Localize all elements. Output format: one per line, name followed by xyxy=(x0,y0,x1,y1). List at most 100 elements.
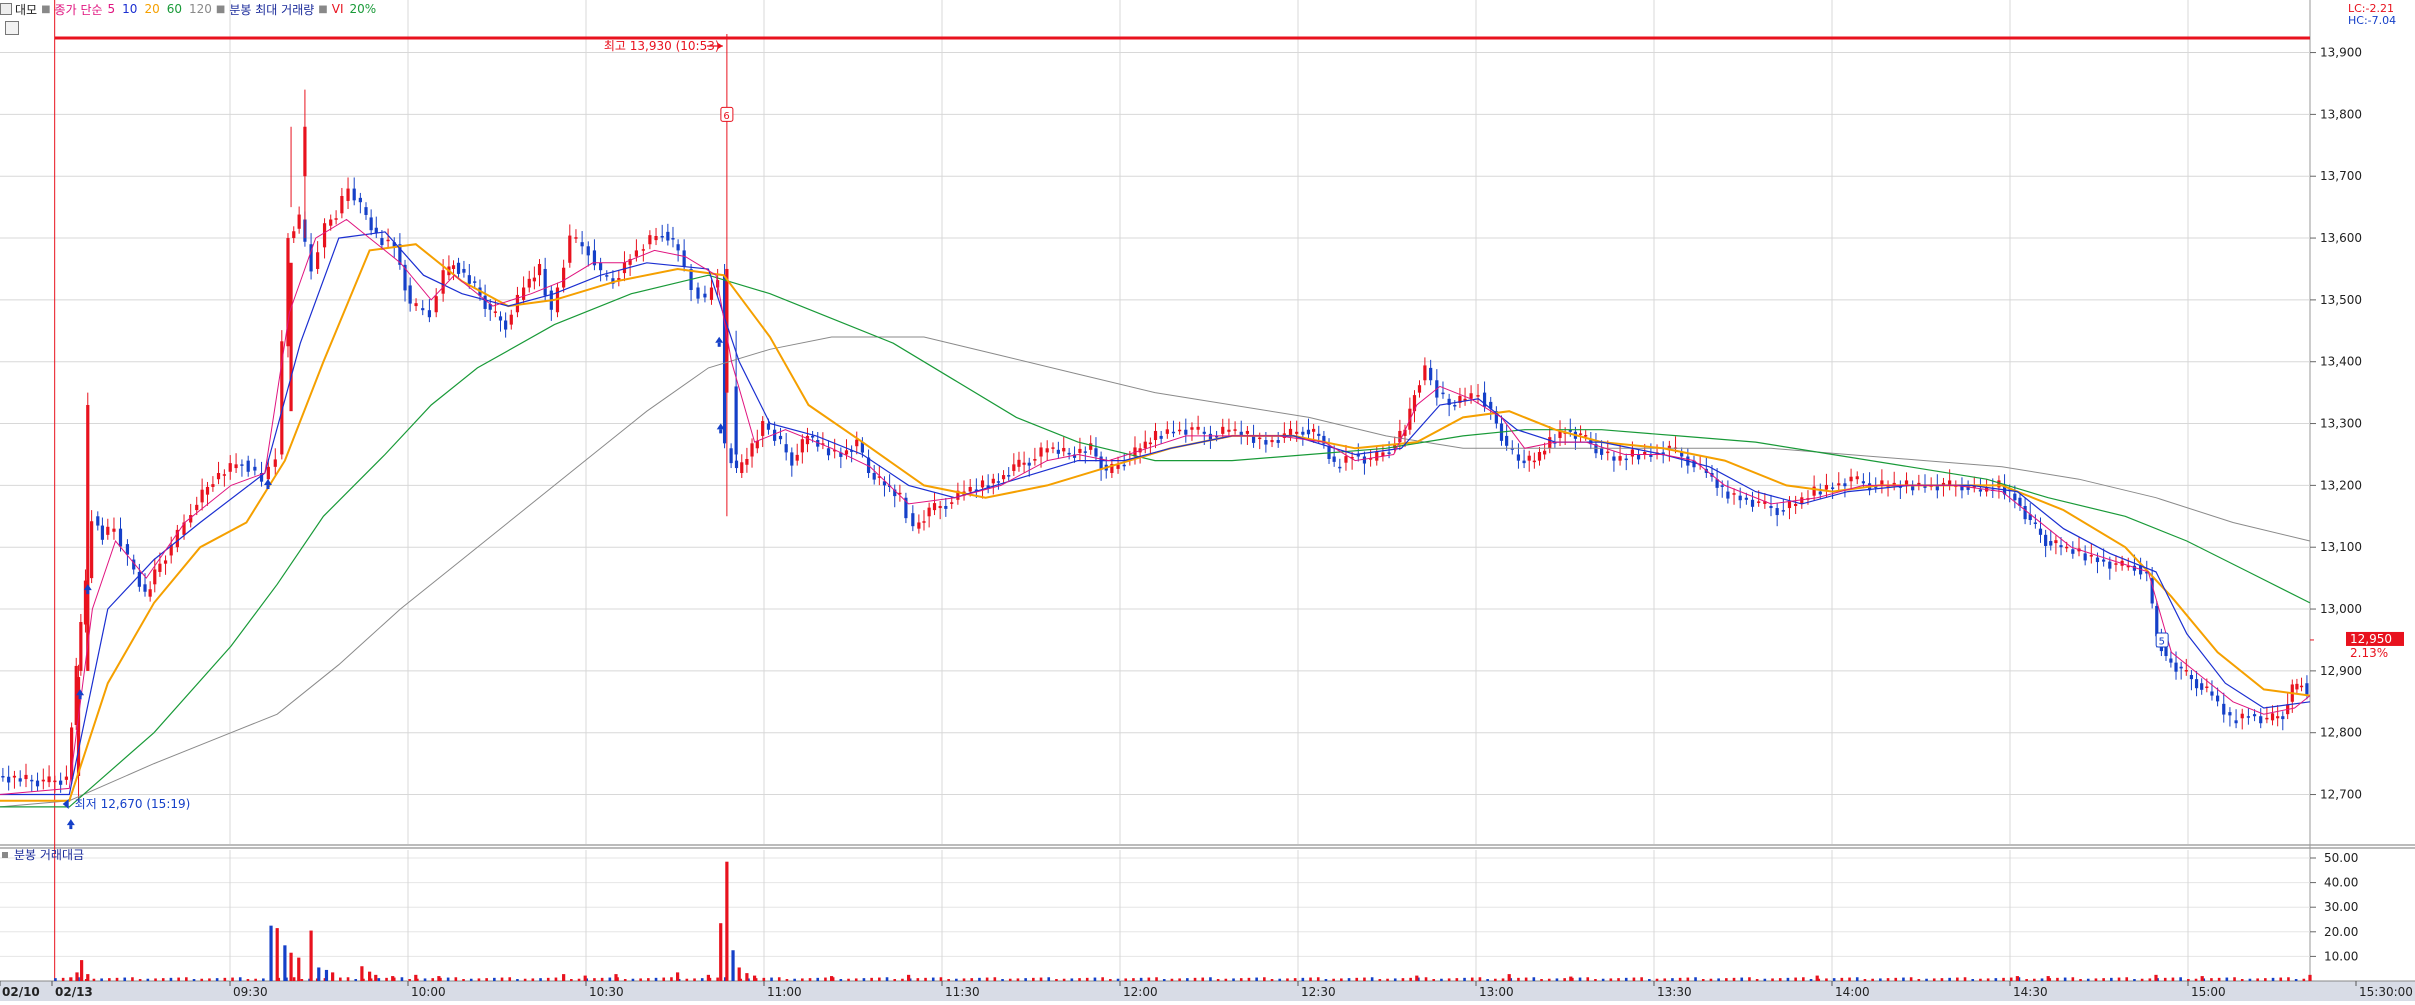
candle-body xyxy=(2023,505,2027,520)
candle-body xyxy=(1276,440,1280,443)
candle-body xyxy=(839,452,843,457)
candle-body xyxy=(568,235,572,263)
candle-body xyxy=(1510,448,1514,450)
candle-body xyxy=(592,250,597,266)
time-tick-label: 14:00 xyxy=(1835,985,1870,999)
candle-body xyxy=(1122,464,1126,467)
vi-marker-box xyxy=(720,106,734,122)
candle-body xyxy=(1618,456,1622,461)
volume-bar xyxy=(2033,978,2036,981)
candle-body xyxy=(1568,429,1572,432)
candle-body xyxy=(537,264,542,276)
candle-body xyxy=(451,265,456,269)
candle-body xyxy=(1680,452,1684,457)
candle-body xyxy=(1165,429,1169,434)
candle-body xyxy=(2184,670,2188,672)
time-tick-label: 02/10 xyxy=(2,985,40,999)
volume-bar xyxy=(1378,979,1382,981)
volume-title[interactable]: 분봉 거래대금 xyxy=(14,848,85,862)
volume-bars xyxy=(54,861,2312,981)
volume-bar xyxy=(1863,979,1867,981)
volume-bar xyxy=(292,977,296,981)
candle-body xyxy=(1769,505,1773,509)
volume-bar xyxy=(1640,977,1643,981)
candle-body xyxy=(1812,486,1816,496)
volume-bar xyxy=(2308,974,2312,981)
volume-bar xyxy=(1540,979,1543,981)
candle-body xyxy=(991,478,995,484)
volume-bar xyxy=(793,978,796,981)
candle-body xyxy=(79,622,83,671)
candle-body xyxy=(1738,495,1742,501)
candle-body xyxy=(2240,713,2244,719)
candle-body xyxy=(2299,685,2304,688)
volume-bar xyxy=(1686,977,1690,981)
candle-body xyxy=(96,516,100,526)
price-tick-label: 12,900 xyxy=(2320,664,2362,678)
volume-bar xyxy=(1748,977,1751,981)
volume-square-icon xyxy=(2,851,8,858)
volume-bar xyxy=(1255,977,1258,981)
volume-bar xyxy=(2279,977,2283,981)
candle-body xyxy=(980,480,985,488)
ma-title[interactable]: 종가 단순 xyxy=(54,2,103,17)
volume-bar xyxy=(1815,975,1819,981)
candle-body xyxy=(286,238,290,347)
candle-body xyxy=(2028,514,2032,521)
volume-bar xyxy=(1155,977,1158,981)
tool-grid-icon[interactable] xyxy=(5,21,19,35)
candle-body xyxy=(398,244,402,265)
candle-body xyxy=(2210,691,2214,696)
volume-bar xyxy=(2248,978,2252,981)
signal-arrow-stem xyxy=(78,695,82,700)
candle-body xyxy=(855,439,859,447)
volume-bar xyxy=(1586,977,1590,981)
volume-bar xyxy=(177,977,180,981)
candle-body xyxy=(1904,480,1909,486)
volume-bar xyxy=(2063,977,2067,981)
volume-bar xyxy=(623,979,627,981)
last-price-tag xyxy=(2346,631,2404,646)
candle-body xyxy=(1537,451,1542,461)
volume-bar xyxy=(1755,979,1759,981)
high-annotation-label: 최고 13,930 (10:53) xyxy=(604,39,720,53)
volume-bar xyxy=(2271,977,2275,981)
candle-body xyxy=(1787,501,1792,509)
volume-bar xyxy=(1332,978,1335,981)
volume-bar xyxy=(1507,974,1511,981)
volume-bar xyxy=(593,978,596,981)
volume-bar xyxy=(1139,977,1143,981)
volume-bar xyxy=(1447,978,1451,981)
volume-bar xyxy=(1347,978,1351,981)
volume-bar xyxy=(870,977,873,981)
volume-bar xyxy=(1263,977,1266,981)
candle-body xyxy=(1744,497,1748,500)
high-annotation-arrowhead xyxy=(717,43,723,49)
candle-body xyxy=(917,522,921,529)
candle-body xyxy=(2114,563,2118,565)
vi-label[interactable]: VI xyxy=(331,2,344,16)
volume-bar xyxy=(1309,977,1312,981)
menu-toggle-icon[interactable] xyxy=(0,3,12,15)
candle-body xyxy=(1221,426,1225,434)
time-tick-label: 10:30 xyxy=(589,985,624,999)
volume-bar xyxy=(339,977,342,981)
candle-body xyxy=(1007,475,1011,477)
candle-body xyxy=(386,239,390,242)
candle-body xyxy=(1558,431,1562,438)
volume-bar xyxy=(2256,978,2259,981)
candle-body xyxy=(1338,466,1342,469)
candle-body xyxy=(86,404,90,671)
volume-bar xyxy=(1293,978,1297,981)
candle-body xyxy=(898,492,902,495)
minute-volume-label[interactable]: 분봉 최대 거래량 xyxy=(229,2,315,17)
time-tick-label: 14:30 xyxy=(2013,985,2048,999)
volume-bar xyxy=(2225,977,2229,981)
candle-body xyxy=(352,188,356,201)
volume-bar xyxy=(2040,978,2044,981)
volume-bar xyxy=(54,978,57,981)
candle-body xyxy=(1726,491,1730,499)
volume-bar xyxy=(2025,979,2028,981)
label-mode[interactable]: 대모 xyxy=(15,2,38,17)
candle-body xyxy=(580,242,584,247)
